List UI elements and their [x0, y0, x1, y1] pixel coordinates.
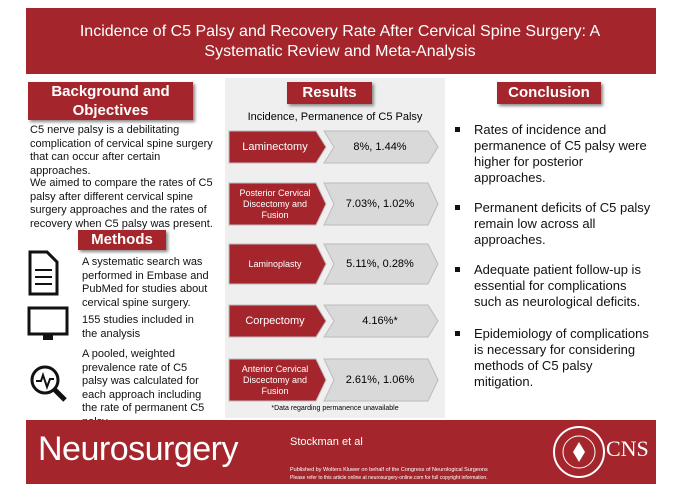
logo-text: CNS [606, 436, 649, 461]
publisher: Published by Wolters Kluwer on behalf of… [290, 467, 488, 473]
label-arrow [228, 243, 327, 285]
method-text: A pooled, weighted prevalence rate of C5… [82, 348, 205, 428]
method-text: 155 studies included in the analysis [82, 314, 194, 340]
row-label: Laminectomy [242, 140, 308, 153]
methods-heading: Methods [78, 230, 166, 250]
label-arrow [228, 304, 327, 338]
background-heading: Background and Objectives [28, 82, 193, 120]
background-text: C5 nerve palsy is a debilitating complic… [30, 124, 213, 177]
conclusion-text: Epidemiology of complications is necessa… [474, 326, 649, 389]
row-value: 7.03%, 1.02% [345, 198, 415, 210]
row-label: Corpectomy [245, 314, 305, 327]
bullet-mark [455, 205, 460, 210]
conclusion-text: Adequate patient follow-up is essential … [474, 262, 641, 309]
license: Please refer to this article online at n… [290, 475, 488, 481]
value-arrow [323, 358, 439, 402]
value-arrow [323, 243, 439, 285]
row-label: Laminoplasty [248, 258, 302, 269]
method-text: A systematic search was performed in Emb… [82, 256, 209, 309]
background-text: We aimed to compare the rates of C5 pals… [30, 177, 213, 230]
conclusion-heading: Conclusion [497, 82, 601, 104]
row-value: 2.61%, 1.06% [345, 374, 415, 386]
row-value: 5.11%, 0.28% [346, 258, 414, 270]
label-arrow [228, 358, 327, 402]
conclusion-text: Permanent deficits of C5 palsy remain lo… [474, 200, 651, 247]
value-arrow [323, 182, 439, 226]
bullet-mark [455, 127, 460, 132]
conclusion-text: Rates of incidence and permanence of C5 … [474, 122, 647, 185]
row-value: 8%, 1.44% [353, 141, 407, 153]
label-arrow [228, 182, 327, 226]
bullet-mark [455, 331, 460, 336]
title: Incidence of C5 Palsy and Recovery Rate … [79, 23, 601, 60]
result-arrows [228, 182, 439, 226]
authors: Stockman et al [290, 436, 363, 448]
logo-seal [553, 426, 605, 478]
row-label: Anterior Cervical Discectomy and Fusion [241, 363, 309, 396]
value-arrow [323, 304, 439, 338]
result-arrows [228, 358, 439, 402]
result-arrows [228, 243, 439, 285]
row-value: 4.16%* [362, 315, 398, 327]
method-icons [27, 250, 69, 402]
result-arrows [228, 130, 439, 164]
journal-name: Neurosurgery [38, 430, 238, 468]
bullet-mark [455, 267, 460, 272]
row-label: Posterior Cervical Discectomy and Fusion [239, 187, 311, 220]
value-arrow [323, 130, 439, 164]
results-heading: Results [287, 82, 372, 104]
results-subtitle: Incidence, Permanence of C5 Palsy [247, 111, 423, 123]
footer-band [26, 420, 656, 484]
header-band [26, 8, 656, 74]
results-note: *Data regarding permanence unavailable [271, 405, 399, 412]
result-arrows [228, 304, 439, 338]
label-arrow [228, 130, 327, 164]
